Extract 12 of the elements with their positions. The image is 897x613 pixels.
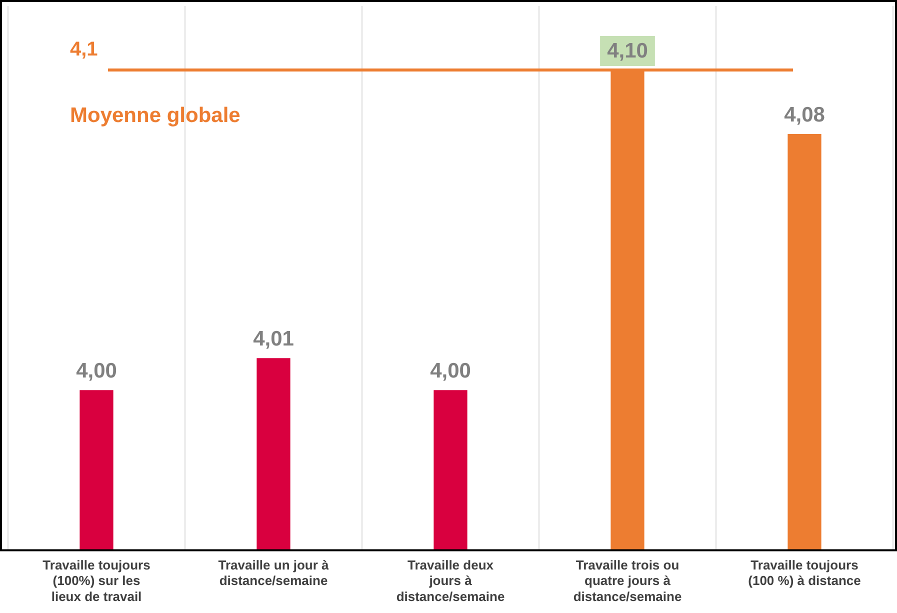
annotation: Moyenne globale [70, 104, 240, 127]
data-label: 4,00 [430, 359, 471, 382]
data-label: 4,01 [253, 327, 294, 350]
x-tick-label: Travaille trois ou quatre jours à distance/semaine [573, 558, 682, 604]
data-label: 4,08 [784, 103, 826, 126]
x-tick-label: Travaille toujours (100 %) à distance [748, 558, 861, 588]
x-tick-label: Travaille un jour à distance/semaine [218, 558, 330, 588]
data-label: 4,00 [76, 359, 117, 382]
ref-line-label: 4,1 [70, 38, 98, 61]
x-tick-label: Travaille deux jours à distance/semaine [396, 558, 505, 604]
x-tick-label: Travaille toujours (100%) sur les lieux de travail [42, 558, 150, 604]
data-label: 4,10 [607, 39, 648, 62]
